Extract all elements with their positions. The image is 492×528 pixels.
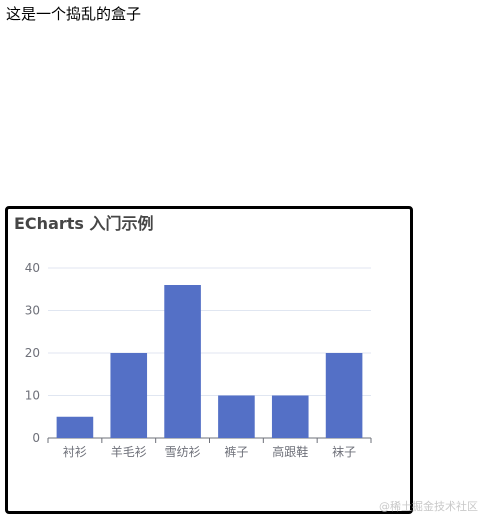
y-tick-label-0: 0 <box>32 431 40 445</box>
x-tick-label-衬衫: 衬衫 <box>63 445 87 459</box>
y-tick-label-40: 40 <box>25 261 40 275</box>
bar-雪纺衫[interactable] <box>164 285 201 438</box>
bar-衬衫[interactable] <box>57 417 94 438</box>
bar-chart: 0 10 20 30 40 衬衫 羊毛衫 雪纺衫 裤子 高跟鞋 袜子 <box>8 209 410 511</box>
bar-裤子[interactable] <box>218 396 255 439</box>
page-heading-text: 这是一个捣乱的盒子 <box>6 4 141 24</box>
watermark: @稀土掘金技术社区 <box>379 498 478 514</box>
chart-container: ECharts 入门示例 0 10 20 30 40 衬衫 羊毛衫 雪纺衫 裤子 高跟鞋 袜子 <box>5 206 413 514</box>
y-tick-label-20: 20 <box>25 346 40 360</box>
x-tick-label-羊毛衫: 羊毛衫 <box>111 444 147 459</box>
x-tick-label-裤子: 裤子 <box>224 445 248 459</box>
bar-袜子[interactable] <box>326 353 363 438</box>
x-tick-label-袜子: 袜子 <box>332 445 356 459</box>
x-tick-label-高跟鞋: 高跟鞋 <box>272 444 308 459</box>
x-tick-label-雪纺衫: 雪纺衫 <box>165 445 201 459</box>
bar-羊毛衫[interactable] <box>110 353 147 438</box>
y-tick-label-30: 30 <box>25 304 40 318</box>
y-tick-label-10: 10 <box>25 389 40 403</box>
bar-高跟鞋[interactable] <box>272 396 309 439</box>
